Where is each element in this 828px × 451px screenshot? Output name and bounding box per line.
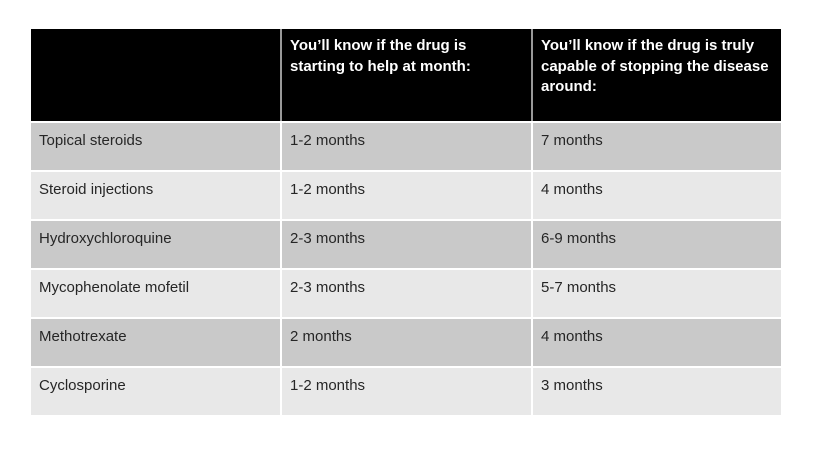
table-cell-stop: 7 months [533,123,781,170]
table-cell-start: 1-2 months [282,172,531,219]
table-cell-stop: 4 months [533,172,781,219]
table-cell-drug: Methotrexate [31,319,280,366]
table-cell-start: 1-2 months [282,368,531,415]
header-cell-stop-month: You’ll know if the drug is truly capable… [533,29,781,121]
table-cell-drug: Mycophenolate mofetil [31,270,280,317]
table-cell-drug: Steroid injections [31,172,280,219]
table-cell-drug: Topical steroids [31,123,280,170]
table-cell-stop: 5-7 months [533,270,781,317]
table-cell-start: 2-3 months [282,221,531,268]
table-cell-drug: Hydroxychloroquine [31,221,280,268]
table-cell-stop: 6-9 months [533,221,781,268]
table-cell-start: 1-2 months [282,123,531,170]
table-cell-start: 2 months [282,319,531,366]
table-cell-drug: Cyclosporine [31,368,280,415]
header-cell-empty [31,29,280,121]
drug-timeline-table: You’ll know if the drug is starting to h… [31,29,781,415]
table-cell-stop: 4 months [533,319,781,366]
header-cell-start-month: You’ll know if the drug is starting to h… [282,29,531,121]
table-cell-stop: 3 months [533,368,781,415]
table-cell-start: 2-3 months [282,270,531,317]
